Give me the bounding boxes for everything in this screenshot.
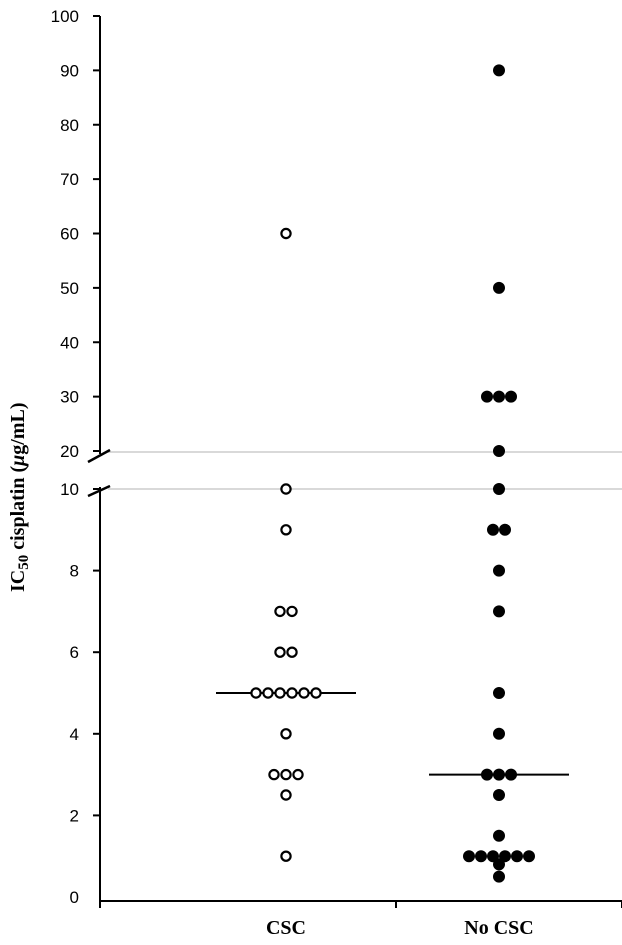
data-point bbox=[268, 768, 280, 781]
data-point bbox=[493, 870, 505, 883]
data-point bbox=[523, 850, 535, 863]
data-point bbox=[511, 850, 523, 863]
lower-tick-label: 0 bbox=[70, 888, 79, 907]
data-point bbox=[280, 524, 292, 536]
data-point bbox=[487, 850, 499, 863]
upper-tick-label: 100 bbox=[51, 7, 79, 26]
data-point bbox=[475, 850, 487, 863]
y-axis-ticks: 0 2 4 6 8 10 20 30 40 50 60 70 80 90 100 bbox=[51, 7, 100, 907]
lower-tick-label: 2 bbox=[70, 806, 79, 825]
x-category-label: No CSC bbox=[464, 917, 533, 939]
upper-tick-label: 50 bbox=[60, 279, 79, 298]
x-axis: CSC No CSC bbox=[99, 900, 622, 939]
data-point bbox=[481, 768, 493, 781]
data-point bbox=[274, 687, 286, 699]
data-point bbox=[493, 483, 505, 495]
y-axis bbox=[87, 16, 111, 901]
data-point bbox=[250, 687, 262, 699]
upper-tick-label: 70 bbox=[60, 170, 79, 189]
data-points bbox=[250, 64, 535, 883]
data-point bbox=[280, 768, 292, 781]
data-point bbox=[493, 829, 505, 842]
data-point bbox=[493, 687, 505, 699]
data-point bbox=[493, 281, 505, 294]
data-point bbox=[286, 687, 298, 699]
data-point bbox=[493, 605, 505, 618]
axis-break-mark-upper bbox=[87, 448, 111, 464]
data-point bbox=[493, 564, 505, 577]
axis-break-mark-lower bbox=[87, 484, 111, 498]
data-point bbox=[280, 728, 292, 740]
data-point bbox=[493, 789, 505, 801]
x-category-label: CSC bbox=[266, 917, 306, 939]
lower-tick-label: 10 bbox=[60, 480, 79, 499]
upper-tick-label: 40 bbox=[60, 333, 79, 352]
data-point bbox=[280, 789, 292, 801]
data-point bbox=[292, 768, 304, 781]
data-point bbox=[493, 390, 505, 403]
data-point bbox=[274, 646, 286, 658]
data-point bbox=[505, 768, 517, 781]
lower-tick-label: 6 bbox=[70, 643, 79, 662]
data-point bbox=[481, 390, 493, 403]
data-point bbox=[499, 523, 511, 536]
lower-tick-label: 4 bbox=[70, 725, 79, 744]
upper-tick-label: 90 bbox=[60, 61, 79, 80]
upper-tick-label: 80 bbox=[60, 116, 79, 135]
data-point bbox=[280, 850, 292, 862]
data-point bbox=[493, 858, 505, 871]
upper-tick-label: 20 bbox=[60, 442, 79, 461]
y-axis-title: IC50 cisplatin (μg/mL) bbox=[7, 403, 32, 592]
data-point bbox=[463, 850, 475, 863]
data-point bbox=[505, 390, 517, 403]
data-point bbox=[310, 687, 322, 699]
axis-break-lines bbox=[108, 451, 622, 490]
data-point bbox=[286, 605, 298, 618]
data-point bbox=[274, 605, 286, 618]
data-point bbox=[493, 64, 505, 77]
data-point bbox=[298, 687, 310, 699]
data-point bbox=[499, 850, 511, 863]
lower-tick-label: 8 bbox=[70, 562, 79, 581]
data-point bbox=[493, 445, 505, 457]
data-point bbox=[493, 768, 505, 781]
data-point bbox=[280, 227, 292, 240]
median-lines bbox=[216, 692, 569, 776]
data-point bbox=[493, 727, 505, 740]
upper-tick-label: 60 bbox=[60, 225, 79, 244]
data-point bbox=[280, 483, 292, 495]
data-point bbox=[487, 523, 499, 536]
data-point bbox=[262, 687, 274, 699]
upper-tick-label: 30 bbox=[60, 388, 79, 407]
data-point bbox=[286, 646, 298, 658]
